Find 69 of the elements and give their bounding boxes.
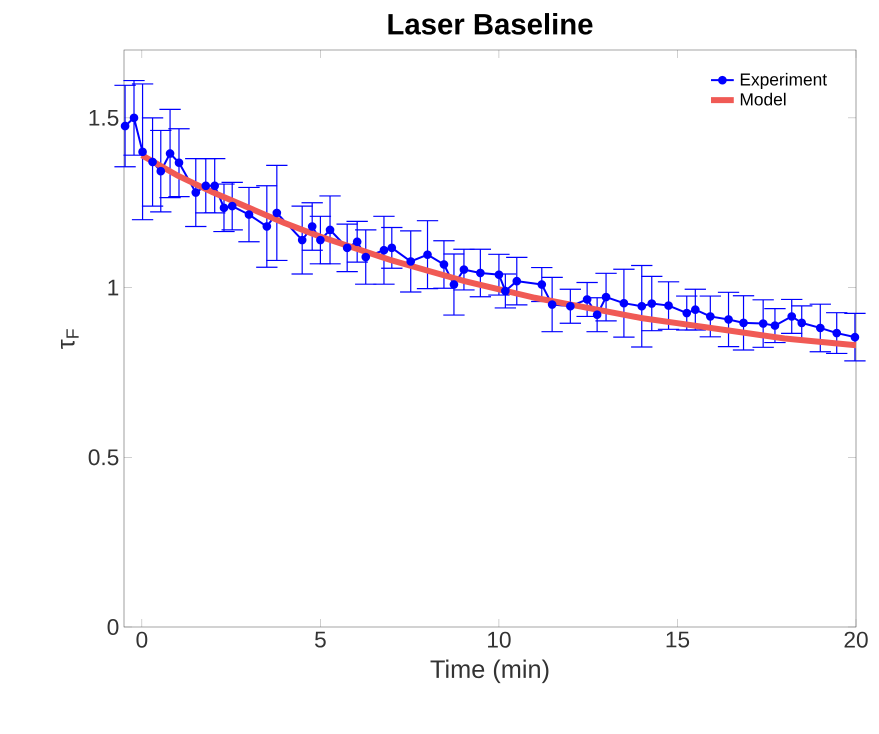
point [352,237,362,246]
point [724,315,733,324]
point [262,222,272,231]
point [566,302,575,311]
y-tick-label: 1.5 [90,110,118,126]
point [739,318,748,328]
y-axis-title: τ$_{F}$ [60,329,79,349]
point [787,312,796,321]
y-tick-label: 1 [108,280,118,296]
point [512,276,522,286]
x-tick-label: 20 [844,632,868,648]
point [272,208,282,218]
point [537,280,546,289]
x-tick-label: 5 [314,632,326,648]
point [342,244,352,252]
point [602,292,610,302]
point [387,244,396,252]
point [664,301,673,310]
y-tick-label: 0.5 [88,449,118,466]
point [637,302,646,311]
x-axis-title: Time (min) [430,660,548,684]
point [501,286,510,296]
point [120,122,130,130]
point [450,280,458,289]
point [361,252,370,262]
point [647,299,656,308]
point [476,268,485,278]
point [174,158,184,168]
point [156,166,166,176]
point [832,328,842,338]
point [138,147,147,156]
point [298,236,307,244]
point [406,257,416,266]
point [816,324,825,332]
x-tick-label: 10 [488,632,511,648]
x-tick-label: 15 [666,632,690,648]
point [201,181,210,190]
point [228,202,237,210]
x-tick-label: 0 [136,632,148,648]
point [440,260,448,269]
point [494,270,504,280]
point [308,222,317,231]
point [244,210,254,219]
point [460,265,468,274]
point [326,226,334,234]
point [423,250,432,259]
point [770,321,780,330]
point [148,158,157,166]
point [592,310,602,320]
legend-label: Model [740,92,786,106]
point [191,188,200,197]
point [758,319,768,328]
point [582,295,592,304]
point [166,149,174,158]
point [220,203,228,212]
point [620,298,628,308]
point [130,114,138,122]
point [690,305,700,314]
legend-label: Experiment [740,72,827,90]
point [706,312,715,321]
point [210,181,220,190]
point [380,246,388,255]
point [797,318,806,328]
point [850,332,860,342]
point [682,308,692,318]
point [548,300,556,309]
y-tick-label: 0 [108,618,118,636]
chart-title: Laser Baseline [388,13,592,35]
point [316,236,325,244]
